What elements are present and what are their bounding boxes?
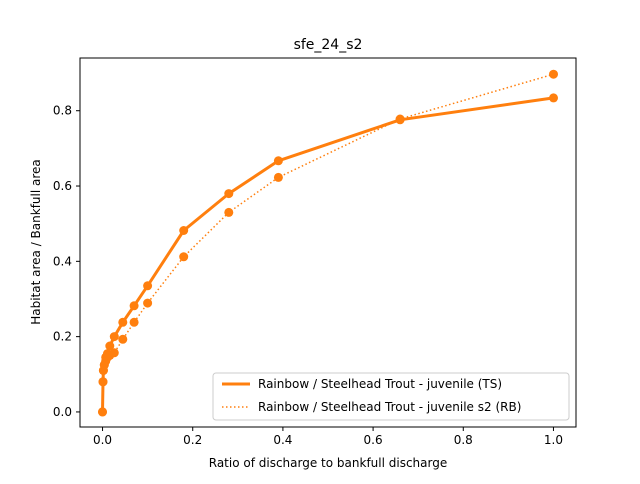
data-point-series-1-11 xyxy=(179,252,189,262)
legend-label-ts: Rainbow / Steelhead Trout - juvenile (TS… xyxy=(258,377,502,391)
data-point-series-1-12 xyxy=(224,207,234,217)
data-point-series-1-15 xyxy=(549,69,558,79)
axis-ticks: 0.0 0.2 0.4 0.6 0.8 1.0 0.0 0.2 0.4 0.6 0.8 xyxy=(53,104,563,447)
data-point-series-1-7 xyxy=(109,348,119,358)
y-tick-label-2: 0.4 xyxy=(53,254,72,268)
data-point-series-0-9 xyxy=(129,301,139,311)
data-point-series-1-1 xyxy=(98,377,108,387)
data-point-series-0-8 xyxy=(118,317,128,327)
data-point-series-0-11 xyxy=(179,226,189,235)
data-point-series-0-13 xyxy=(273,156,283,166)
x-tick-label-2: 0.4 xyxy=(273,433,292,447)
data-point-series-1-10 xyxy=(143,298,153,308)
x-tick-label-0: 0.0 xyxy=(93,433,112,447)
data-point-series-1-9 xyxy=(129,317,139,327)
y-tick-label-3: 0.6 xyxy=(53,179,72,193)
y-tick-label-1: 0.2 xyxy=(53,330,72,344)
legend: Rainbow / Steelhead Trout - juvenile (TS… xyxy=(212,372,570,421)
x-tick-label-5: 1.0 xyxy=(544,433,563,447)
y-axis-label: Habitat area / Bankfull area xyxy=(29,159,43,325)
data-point-series-1-0 xyxy=(98,407,107,417)
chart-title: sfe_24_s2 xyxy=(294,37,363,53)
legend-label-rb: Rainbow / Steelhead Trout - juvenile s2 … xyxy=(258,400,521,414)
x-tick-label-4: 0.8 xyxy=(454,433,473,447)
data-point-series-1-14 xyxy=(395,114,405,124)
x-tick-label-1: 0.2 xyxy=(183,433,202,447)
data-point-series-0-15 xyxy=(549,93,558,103)
axes-frame xyxy=(79,57,577,428)
y-tick-label-4: 0.8 xyxy=(53,104,72,118)
plot-area xyxy=(98,69,558,417)
data-point-series-0-6 xyxy=(105,341,115,351)
x-axis-label: Ratio of discharge to bankfull discharge xyxy=(209,456,447,470)
legend-box xyxy=(212,372,570,421)
data-point-series-0-10 xyxy=(143,281,153,291)
y-tick-label-0: 0.0 xyxy=(53,405,72,419)
data-point-series-0-7 xyxy=(109,332,119,342)
data-point-series-1-13 xyxy=(273,172,283,182)
data-point-series-0-12 xyxy=(224,189,234,199)
data-point-series-1-8 xyxy=(118,334,128,344)
x-tick-label-3: 0.6 xyxy=(364,433,383,447)
